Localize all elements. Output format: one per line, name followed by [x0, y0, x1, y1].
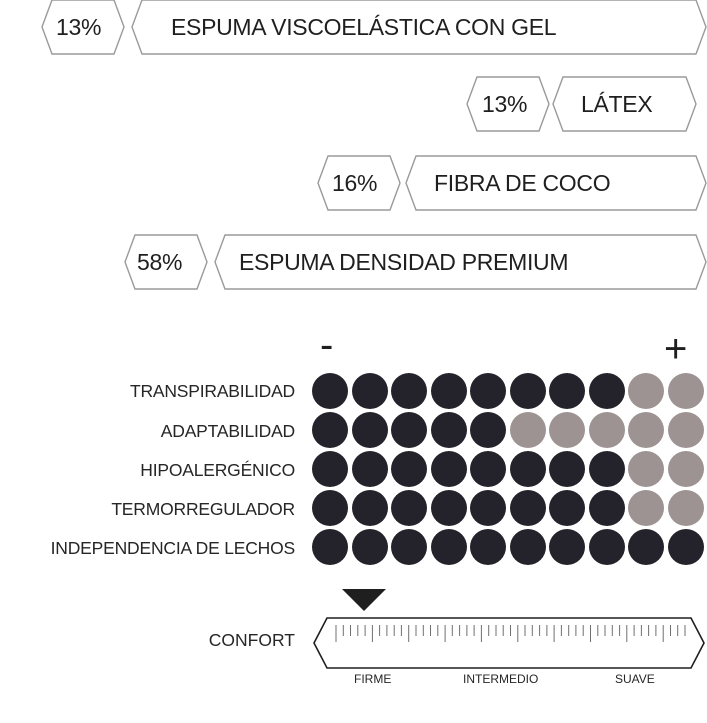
rating-dot-empty	[628, 373, 664, 409]
rating-dot-filled	[470, 490, 506, 526]
scale-min-label: -	[320, 323, 334, 367]
layer-percent: 58%	[137, 249, 183, 275]
layer-shape	[317, 155, 707, 211]
rating-dot-filled	[391, 490, 427, 526]
layer-shape	[124, 234, 707, 290]
rating-dot-filled	[351, 373, 388, 409]
comfort-medium-label: INTERMEDIO	[463, 672, 539, 686]
rating-dot-filled	[509, 373, 546, 409]
scale-max-label: +	[664, 327, 688, 371]
rating-dot-filled	[588, 529, 625, 565]
rating-dot-filled	[351, 451, 388, 487]
layer-row: 13% ESPUMA VISCOELÁSTICA CON GEL	[41, 0, 707, 55]
rating-dot-filled	[312, 373, 348, 409]
rating-dot-filled	[312, 529, 348, 565]
layer-percent: 13%	[56, 14, 102, 40]
layer-name: LÁTEX	[581, 91, 653, 117]
rating-dot-filled	[351, 490, 388, 526]
rating-dot-filled	[312, 412, 348, 448]
rating-dot-filled	[430, 373, 467, 409]
rating-dot-filled	[509, 529, 546, 565]
rating-dot-filled	[430, 490, 467, 526]
rating-dot-filled	[628, 529, 664, 565]
rating-dot-filled	[430, 451, 467, 487]
comfort-soft-label: SUAVE	[615, 672, 655, 686]
rating-dot-filled	[509, 490, 546, 526]
rating-dot-filled	[312, 490, 348, 526]
comfort-firm-label: FIRME	[354, 672, 392, 686]
rating-dot-filled	[430, 412, 467, 448]
rating-dot-filled	[509, 451, 546, 487]
layer-name: ESPUMA VISCOELÁSTICA CON GEL	[171, 14, 557, 40]
attribute-label: INDEPENDENCIA DE LECHOS	[50, 538, 296, 558]
rating-dot-filled	[470, 373, 506, 409]
rating-dot-filled	[588, 373, 625, 409]
rating-dot-empty	[509, 412, 546, 448]
rating-dot-empty	[667, 451, 704, 487]
attribute-label: TERMORREGULADOR	[111, 499, 295, 519]
layer-name: ESPUMA DENSIDAD PREMIUM	[239, 249, 569, 275]
rating-dot-empty	[667, 412, 704, 448]
rating-dot-empty	[588, 412, 625, 448]
rating-dot-filled	[549, 490, 585, 526]
rating-dot-filled	[588, 490, 625, 526]
rating-dot-filled	[667, 529, 704, 565]
rating-dot-filled	[391, 412, 427, 448]
rating-dot-empty	[549, 412, 585, 448]
rating-dot-filled	[351, 529, 388, 565]
attribute-label: ADAPTABILIDAD	[160, 421, 295, 441]
rating-dot-filled	[391, 451, 427, 487]
rating-dot-empty	[628, 412, 664, 448]
layer-percent: 13%	[482, 91, 528, 117]
layer-row: 16% FIBRA DE COCO	[317, 155, 707, 211]
layer-percent: 16%	[332, 170, 378, 196]
rating-dot-filled	[430, 529, 467, 565]
rating-dot-filled	[470, 412, 506, 448]
layer-shape	[466, 76, 697, 132]
rating-dot-empty	[667, 373, 704, 409]
rating-dot-filled	[549, 529, 585, 565]
comfort-label: CONFORT	[208, 630, 295, 650]
rating-dot-filled	[351, 412, 388, 448]
attribute-label: TRANSPIRABILIDAD	[129, 381, 295, 401]
layer-row: 58% ESPUMA DENSIDAD PREMIUM	[124, 234, 707, 290]
rating-dot-empty	[667, 490, 704, 526]
rating-dot-filled	[312, 451, 348, 487]
layer-row: 13% LÁTEX	[466, 76, 697, 132]
comfort-scale	[313, 617, 705, 669]
rating-dot-filled	[470, 451, 506, 487]
rating-dot-filled	[391, 529, 427, 565]
attribute-label: HIPOALERGÉNICO	[140, 460, 295, 480]
rating-dot-empty	[628, 451, 664, 487]
layer-name: FIBRA DE COCO	[434, 170, 611, 196]
rating-dot-filled	[549, 373, 585, 409]
rating-dot-empty	[628, 490, 664, 526]
rating-dot-filled	[588, 451, 625, 487]
triangle-down-icon	[341, 589, 386, 611]
rating-dot-filled	[549, 451, 585, 487]
rating-dot-filled	[470, 529, 506, 565]
layer-shape	[41, 0, 707, 55]
rating-dot-filled	[391, 373, 427, 409]
